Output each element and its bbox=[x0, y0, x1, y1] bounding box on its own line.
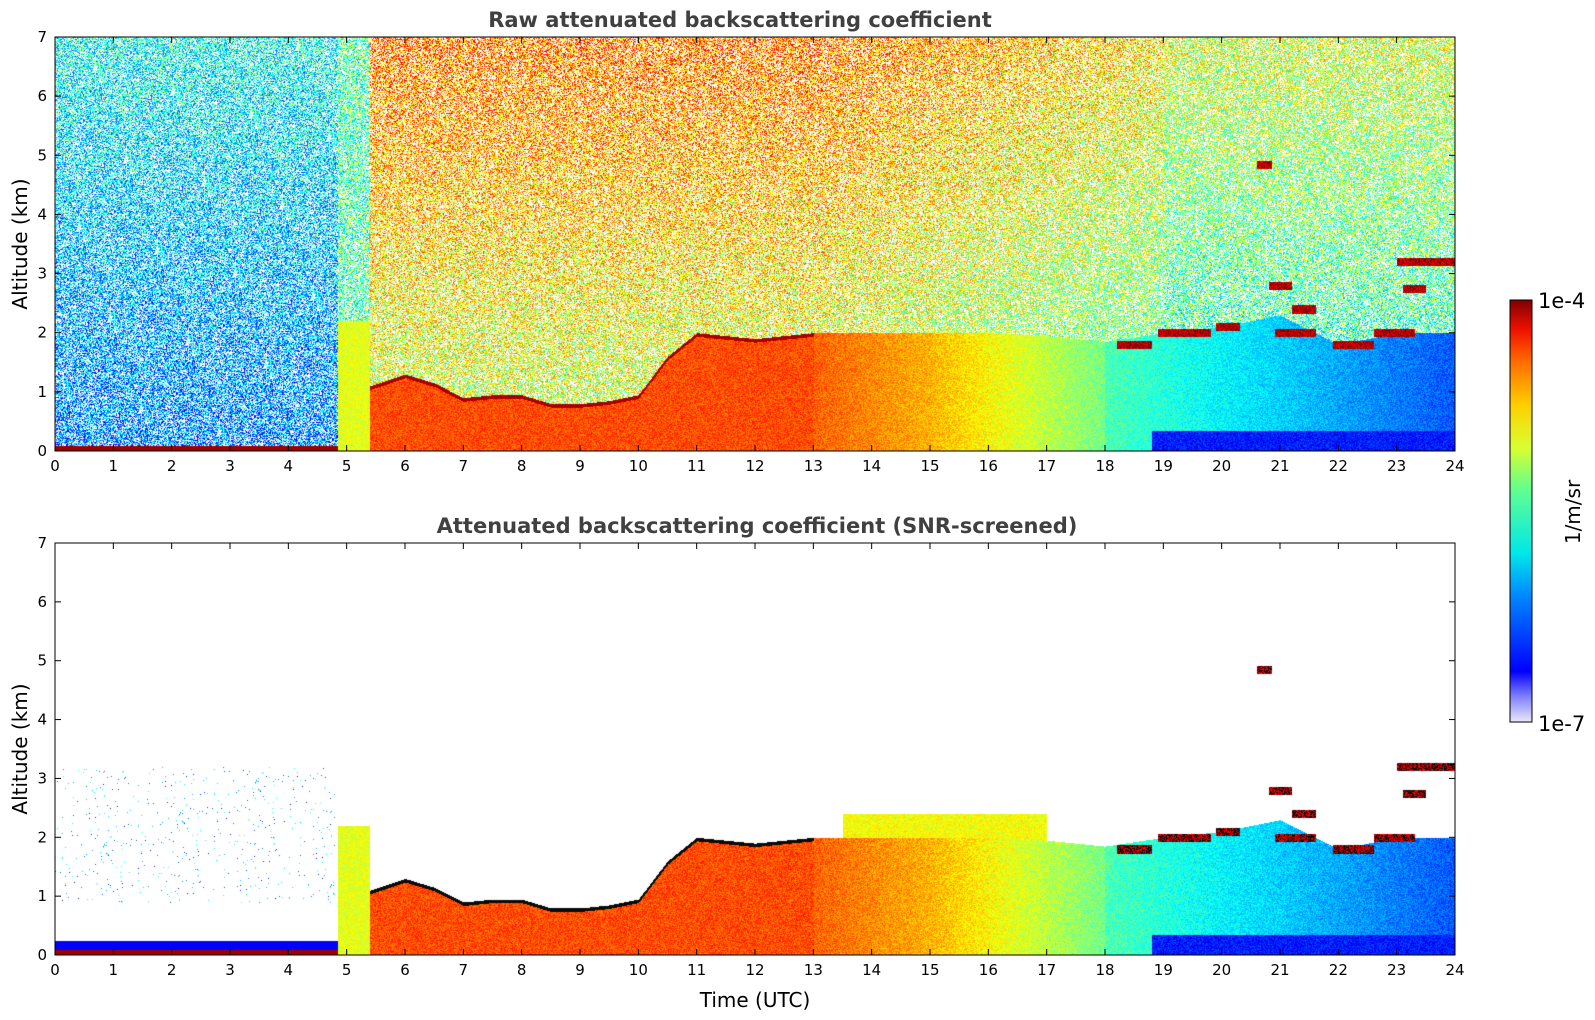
bottom-x-tick-label: 12 bbox=[745, 961, 764, 979]
top-y-axis-label: Altitude (km) bbox=[8, 178, 32, 309]
bottom-x-tick-label: 22 bbox=[1329, 961, 1348, 979]
bottom-y-ticks: 0 1 2 3 4 5 6 7 bbox=[37, 534, 1455, 964]
top-x-tick-label: 6 bbox=[400, 457, 410, 475]
bottom-y-tick-label: 7 bbox=[37, 534, 47, 552]
top-x-tick-label: 16 bbox=[979, 457, 998, 475]
top-x-tick-label: 13 bbox=[804, 457, 823, 475]
top-x-tick-label: 15 bbox=[920, 457, 939, 475]
bottom-x-tick-label: 9 bbox=[575, 961, 585, 979]
bottom-x-ticks: 0 1 2 3 4 5 6 7 8 9 10 11 12 13 14 15 16 17 18 19 20 21 22 23 24 bbox=[50, 543, 1465, 979]
colorbar-min-label: 1e-7 bbox=[1538, 712, 1585, 736]
top-heatmap bbox=[55, 37, 1455, 451]
top-x-tick-label: 18 bbox=[1095, 457, 1114, 475]
bottom-y-tick-label: 3 bbox=[37, 769, 47, 787]
top-y-ticks: 0 1 2 3 4 5 6 7 bbox=[37, 28, 1455, 460]
top-x-tick-label: 14 bbox=[862, 457, 881, 475]
bottom-y-tick-label: 6 bbox=[37, 593, 47, 611]
bottom-x-tick-label: 13 bbox=[804, 961, 823, 979]
top-panel: Raw attenuated backscattering coefficien… bbox=[8, 8, 1465, 475]
top-x-tick-label: 1 bbox=[109, 457, 119, 475]
bottom-x-tick-label: 10 bbox=[629, 961, 648, 979]
top-y-tick-label: 3 bbox=[37, 265, 47, 283]
top-x-tick-label: 0 bbox=[50, 457, 60, 475]
bottom-chart-title: Attenuated backscattering coefficient (S… bbox=[437, 514, 1078, 538]
bottom-x-tick-label: 15 bbox=[920, 961, 939, 979]
top-x-tick-label: 10 bbox=[629, 457, 648, 475]
bottom-x-tick-label: 7 bbox=[459, 961, 469, 979]
top-x-tick-label: 9 bbox=[575, 457, 585, 475]
bottom-x-tick-label: 18 bbox=[1095, 961, 1114, 979]
top-x-tick-label: 21 bbox=[1270, 457, 1289, 475]
top-y-tick-label: 6 bbox=[37, 87, 47, 105]
bottom-x-tick-label: 3 bbox=[225, 961, 235, 979]
bottom-heatmap bbox=[55, 543, 1455, 955]
top-y-tick-label: 1 bbox=[37, 383, 47, 401]
top-x-tick-label: 3 bbox=[225, 457, 235, 475]
x-axis-label: Time (UTC) bbox=[699, 988, 811, 1012]
bottom-x-tick-label: 17 bbox=[1037, 961, 1056, 979]
top-x-tick-label: 22 bbox=[1329, 457, 1348, 475]
top-y-tick-label: 2 bbox=[37, 324, 47, 342]
bottom-x-tick-label: 21 bbox=[1270, 961, 1289, 979]
bottom-x-tick-label: 14 bbox=[862, 961, 881, 979]
bottom-x-tick-label: 4 bbox=[284, 961, 294, 979]
top-x-tick-label: 2 bbox=[167, 457, 177, 475]
bottom-x-tick-label: 24 bbox=[1445, 961, 1464, 979]
top-x-tick-label: 5 bbox=[342, 457, 352, 475]
top-x-ticks: 0 1 2 3 4 5 6 7 8 9 10 11 12 13 14 15 16 17 18 19 20 21 22 23 24 bbox=[50, 37, 1465, 475]
bottom-y-tick-label: 2 bbox=[37, 828, 47, 846]
bottom-y-tick-label: 5 bbox=[37, 652, 47, 670]
bottom-panel: Attenuated backscattering coefficient (S… bbox=[8, 514, 1465, 1012]
top-x-tick-label: 7 bbox=[459, 457, 469, 475]
top-x-tick-label: 23 bbox=[1387, 457, 1406, 475]
bottom-x-tick-label: 8 bbox=[517, 961, 527, 979]
bottom-y-tick-label: 4 bbox=[37, 711, 47, 729]
bottom-x-tick-label: 2 bbox=[167, 961, 177, 979]
top-y-tick-label: 0 bbox=[37, 442, 47, 460]
top-x-tick-label: 12 bbox=[745, 457, 764, 475]
colorbar: 1e-4 1e-7 1/m/sr bbox=[1509, 289, 1585, 736]
top-chart-title: Raw attenuated backscattering coefficien… bbox=[488, 8, 992, 32]
bottom-y-tick-label: 1 bbox=[37, 887, 47, 905]
top-x-tick-label: 11 bbox=[687, 457, 706, 475]
bottom-x-tick-label: 1 bbox=[109, 961, 119, 979]
top-x-tick-label: 24 bbox=[1445, 457, 1464, 475]
top-y-tick-label: 7 bbox=[37, 28, 47, 46]
bottom-x-tick-label: 23 bbox=[1387, 961, 1406, 979]
bottom-x-tick-label: 16 bbox=[979, 961, 998, 979]
top-x-tick-label: 20 bbox=[1212, 457, 1231, 475]
top-x-tick-label: 4 bbox=[284, 457, 294, 475]
colorbar-gradient bbox=[1509, 299, 1533, 723]
top-x-tick-label: 8 bbox=[517, 457, 527, 475]
top-y-tick-label: 4 bbox=[37, 205, 47, 223]
bottom-y-axis-label: Altitude (km) bbox=[8, 683, 32, 814]
colorbar-label: 1/m/sr bbox=[1561, 479, 1585, 544]
bottom-x-tick-label: 6 bbox=[400, 961, 410, 979]
colorbar-max-label: 1e-4 bbox=[1538, 289, 1585, 313]
top-x-tick-label: 17 bbox=[1037, 457, 1056, 475]
top-y-tick-label: 5 bbox=[37, 146, 47, 164]
bottom-x-tick-label: 11 bbox=[687, 961, 706, 979]
bottom-y-tick-label: 0 bbox=[37, 946, 47, 964]
bottom-x-tick-label: 19 bbox=[1154, 961, 1173, 979]
top-x-tick-label: 19 bbox=[1154, 457, 1173, 475]
bottom-x-tick-label: 5 bbox=[342, 961, 352, 979]
bottom-x-tick-label: 20 bbox=[1212, 961, 1231, 979]
bottom-x-tick-label: 0 bbox=[50, 961, 60, 979]
